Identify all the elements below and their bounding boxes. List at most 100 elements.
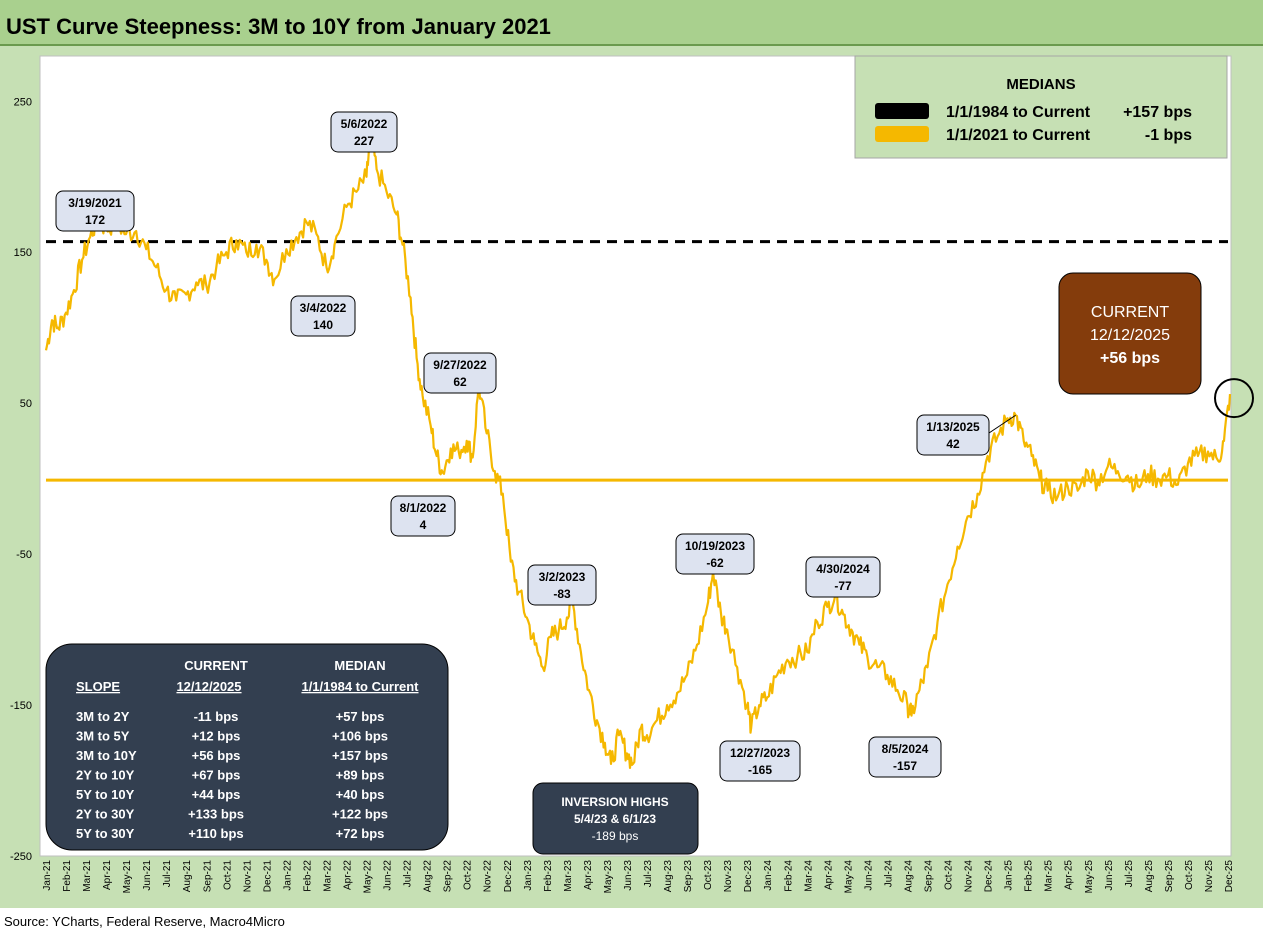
x-tick-label: Jul-21: [162, 860, 173, 888]
x-tick-label: Dec-22: [503, 860, 514, 893]
inversion-box-line2: 5/4/23 & 6/1/23: [574, 812, 656, 826]
annotation-date: 9/27/2022: [433, 358, 487, 372]
slope-current: +110 bps: [188, 826, 243, 841]
x-tick-label: Feb-23: [543, 860, 554, 892]
x-tick-label: May-22: [363, 860, 374, 894]
x-tick-label: Nov-25: [1204, 860, 1215, 893]
annotation-box: [675, 533, 755, 575]
chart-panel: 250 150 50 -50 -150 -250 Jan-21 Feb-21 Mar-21 Ap…: [0, 46, 1263, 908]
inversion-box-line1: INVERSION HIGHS: [561, 795, 668, 809]
slope-name: 3M to 5Y: [76, 729, 130, 744]
y-tick-label: -50: [16, 549, 32, 561]
annotation-value: -83: [553, 587, 571, 601]
annotation-callout: 12/27/2023 -165: [719, 740, 801, 782]
slope-name: 5Y to 30Y: [76, 826, 135, 841]
annotation-value: -157: [893, 759, 917, 773]
chart-title: UST Curve Steepness: 3M to 10Y from Janu…: [6, 14, 551, 39]
x-tick-label: Apr-25: [1064, 860, 1075, 890]
x-tick-label: Oct-23: [703, 860, 714, 890]
legend-swatch-2021: [875, 126, 929, 142]
x-tick-label: Dec-24: [984, 860, 995, 893]
current-box-line1: CURRENT: [1091, 304, 1169, 321]
annotation-callout: 4/30/2024 -77: [805, 556, 881, 598]
slope-median: +40 bps: [336, 787, 385, 802]
x-tick-label: Aug-21: [182, 860, 193, 893]
median-lines: [46, 240, 1228, 482]
x-tick-label: Feb-22: [302, 860, 313, 892]
slope-median: +122 bps: [332, 807, 388, 822]
x-tick-label: Nov-23: [723, 860, 734, 893]
x-tick-label: Oct-22: [463, 860, 474, 890]
annotation-callout: 10/19/2023 -62: [675, 533, 755, 575]
x-tick-label: Nov-21: [242, 860, 253, 893]
slope-table-row: 3M to 10Y +56 bps +157 bps: [76, 748, 388, 763]
slope-name: 5Y to 10Y: [76, 787, 135, 802]
annotation-box: [916, 414, 990, 456]
slope-table-row: 3M to 2Y -11 bps +57 bps: [76, 709, 384, 724]
x-tick-label: Jun-24: [863, 860, 874, 891]
annotation-date: 8/5/2024: [882, 742, 929, 756]
annotation-box: [805, 556, 881, 598]
slope-header-slope: SLOPE: [76, 679, 120, 694]
annotation-date: 3/19/2021: [68, 196, 122, 210]
annotation-callout: 3/4/2022 140: [290, 295, 356, 337]
slope-header-median-top: MEDIAN: [334, 658, 385, 673]
slope-median: +106 bps: [332, 729, 388, 744]
x-tick-label: Oct-25: [1184, 860, 1195, 890]
annotation-callout: 1/13/2025 42: [916, 414, 990, 456]
x-tick-label: Sep-21: [202, 860, 213, 893]
annotation-value: 4: [420, 518, 427, 532]
annotation-value: 172: [85, 213, 105, 227]
medians-legend: MEDIANS 1/1/1984 to Current +157 bps 1/1…: [854, 55, 1228, 159]
slope-current: +67 bps: [192, 768, 241, 783]
annotation-box: [390, 495, 456, 537]
x-tick-label: Dec-23: [743, 860, 754, 893]
annotation-box: [868, 736, 942, 778]
x-tick-label: Oct-24: [944, 860, 955, 890]
slope-median: +89 bps: [336, 768, 385, 783]
slope-median: +157 bps: [332, 748, 388, 763]
x-tick-label: Sep-25: [1164, 860, 1175, 893]
chart-svg: 250 150 50 -50 -150 -250 Jan-21 Feb-21 Mar-21 Ap…: [10, 55, 1255, 894]
x-tick-label: Jul-23: [643, 860, 654, 888]
slope-name: 3M to 10Y: [76, 748, 137, 763]
annotation-value: -62: [706, 556, 724, 570]
slope-table-row: 2Y to 10Y +67 bps +89 bps: [76, 768, 384, 783]
slope-current: +12 bps: [192, 729, 241, 744]
y-tick-label: 250: [14, 96, 32, 108]
slope-table-row: 2Y to 30Y +133 bps +122 bps: [76, 807, 388, 822]
annotation-box: [719, 740, 801, 782]
annotation-box: [527, 564, 597, 606]
y-tick-label: -150: [10, 700, 32, 712]
x-tick-label: Jun-25: [1104, 860, 1115, 891]
x-tick-label: Jun-22: [383, 860, 394, 891]
x-tick-label: Jan-25: [1004, 860, 1015, 891]
x-tick-label: Jan-24: [763, 860, 774, 891]
x-tick-label: Oct-21: [222, 860, 233, 890]
x-tick-label: Mar-21: [82, 860, 93, 892]
x-tick-label: Jul-24: [883, 860, 894, 888]
slope-table-row: 3M to 5Y +12 bps +106 bps: [76, 729, 388, 744]
x-tick-label: Feb-24: [783, 860, 794, 892]
y-axis: 250 150 50 -50 -150 -250: [10, 96, 32, 863]
annotation-box: [55, 190, 135, 232]
title-bar: UST Curve Steepness: 3M to 10Y from Janu…: [0, 0, 1263, 46]
x-tick-label: Jun-21: [142, 860, 153, 891]
annotation-value: 140: [313, 318, 333, 332]
annotation-callout: 3/2/2023 -83: [527, 564, 597, 606]
legend-label-2021: 1/1/2021 to Current: [946, 127, 1091, 144]
legend-value-1984: +157 bps: [1123, 104, 1192, 121]
x-tick-label: May-25: [1084, 860, 1095, 894]
x-tick-label: Jan-23: [523, 860, 534, 891]
y-tick-label: 50: [20, 398, 32, 410]
slope-current: +133 bps: [188, 807, 244, 822]
x-tick-label: Nov-24: [964, 860, 975, 893]
slope-header-current-top: CURRENT: [184, 658, 248, 673]
annotation-date: 4/30/2024: [816, 562, 870, 576]
x-tick-label: Dec-21: [262, 860, 273, 893]
x-tick-label: May-24: [843, 860, 854, 894]
annotation-box: [330, 111, 398, 153]
x-tick-label: Jun-23: [623, 860, 634, 891]
annotation-value: -77: [834, 579, 852, 593]
annotations: 3/19/2021 172 3/4/2022 140 5/6/2022 227 9/27/2…: [55, 111, 1016, 782]
